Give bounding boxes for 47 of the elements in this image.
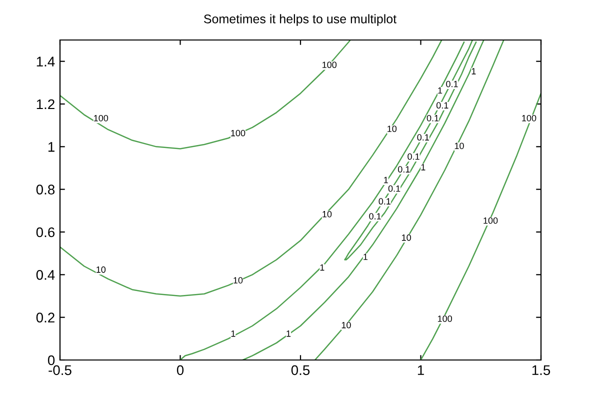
annotation: 10: [96, 266, 106, 273]
y-tick-label: 0.2: [36, 312, 54, 323]
y-tick-label: 0.4: [36, 270, 55, 280]
x-tick-label: 1: [418, 365, 424, 375]
annotation: 100: [484, 217, 498, 224]
x-tick-label: 1.5: [532, 365, 550, 376]
line-series: [180, 42, 465, 360]
line-series: [60, 40, 351, 150]
annotation: 0.1: [378, 198, 391, 205]
annotation: 100: [438, 315, 452, 322]
annotation: 0.1: [388, 185, 400, 192]
annotation: 0.1: [408, 153, 420, 160]
line-series: [314, 40, 504, 360]
annotation: 1: [364, 254, 368, 260]
annotation: 10: [388, 126, 397, 132]
annotation: 100: [522, 114, 536, 122]
annotation: 1: [472, 68, 476, 74]
annotation: 10: [234, 277, 243, 284]
annotation: 0.1: [436, 102, 448, 109]
annotation: 1: [438, 87, 442, 94]
annotation: 0.1: [417, 134, 429, 141]
x-tick-label: -0.5: [48, 365, 72, 376]
annotation: 1: [231, 330, 236, 337]
annotation: 1: [286, 330, 291, 337]
annotation: 100: [231, 130, 246, 136]
y-tick-label: 0.8: [36, 184, 55, 195]
annotation: 0.1: [446, 80, 458, 88]
annotation: 10: [454, 142, 464, 150]
annotation: 10: [342, 322, 351, 328]
annotation: 1: [421, 164, 426, 170]
annotation: 100: [322, 62, 337, 68]
annotation: 100: [94, 114, 108, 122]
x-tick-label: 0: [176, 365, 184, 376]
y-tick-label: 1.2: [36, 99, 54, 110]
annotation: 1: [320, 264, 324, 271]
annotation: 10: [402, 234, 411, 241]
annotation: 10: [322, 210, 332, 218]
line-series: [344, 40, 477, 260]
y-tick-label: 1.4: [36, 56, 55, 66]
y-tick-label: 0.6: [36, 227, 55, 238]
y-tick-label: 0: [48, 355, 55, 366]
annotation: 0.1: [369, 213, 381, 220]
annotation: 0.1: [398, 166, 410, 173]
y-tick-label: 1: [48, 142, 54, 152]
chart-title: Sometimes it helps to use multiplot: [204, 14, 396, 26]
x-tick-label: 0.5: [291, 365, 310, 376]
annotation: 1: [384, 176, 388, 184]
